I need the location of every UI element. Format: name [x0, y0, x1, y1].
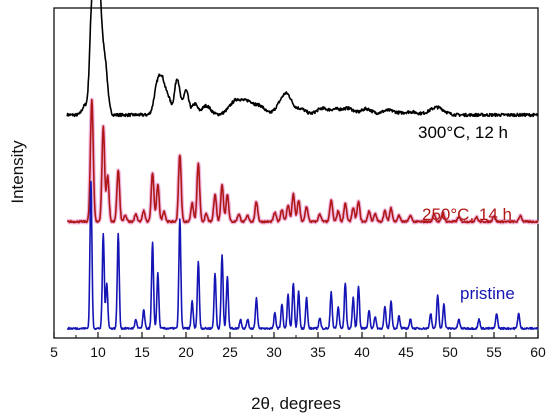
series-layer	[65, 0, 540, 331]
x-tick-label-20: 20	[178, 344, 194, 360]
y-axis-label: Intensity	[8, 140, 27, 204]
series-label-300c: 300°C, 12 h	[418, 123, 508, 142]
x-tick-label-45: 45	[398, 344, 414, 360]
x-tick-label-10: 10	[90, 344, 106, 360]
x-tick-label-25: 25	[222, 344, 238, 360]
x-tick-label-5: 5	[50, 344, 58, 360]
x-tick-label-30: 30	[266, 344, 282, 360]
series-label-250c: 250°C, 14 h	[422, 205, 512, 224]
x-tick-label-55: 55	[486, 344, 502, 360]
series-line-1	[66, 98, 539, 224]
x-tick-label-15: 15	[134, 344, 150, 360]
x-tick-label-40: 40	[354, 344, 370, 360]
x-axis-label: 2θ, degrees	[251, 394, 341, 413]
series-line-0	[66, 0, 539, 118]
x-tick-label-50: 50	[442, 344, 458, 360]
series-label-pristine: pristine	[460, 284, 515, 303]
series-line-2	[66, 180, 539, 331]
x-tick-label-35: 35	[310, 344, 326, 360]
x-axis-ticks: 5 10 15 20 25 30 35 40 45 50 55 60	[50, 332, 546, 360]
x-tick-label-60: 60	[530, 344, 546, 360]
